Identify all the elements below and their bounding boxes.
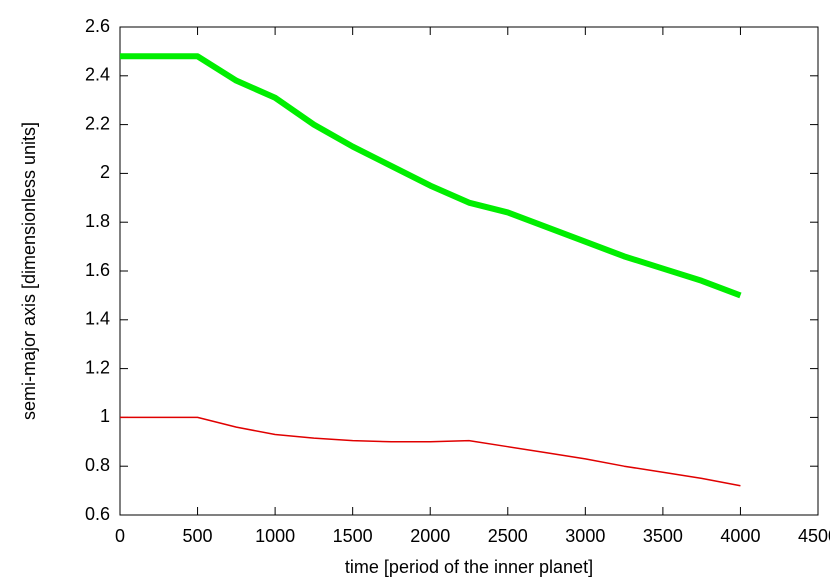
- y-tick-label: 0.8: [85, 455, 110, 475]
- x-tick-label: 500: [183, 526, 213, 546]
- x-axis-label: time [period of the inner planet]: [345, 557, 593, 577]
- y-tick-label: 2.4: [85, 65, 110, 85]
- x-tick-label: 1500: [333, 526, 373, 546]
- y-tick-label: 1: [100, 406, 110, 426]
- y-tick-label: 0.6: [85, 504, 110, 524]
- y-tick-label: 1.8: [85, 211, 110, 231]
- plot-frame: [119, 26, 819, 516]
- x-tick-label: 4000: [720, 526, 760, 546]
- y-axis-label: semi-major axis [dimensionless units]: [19, 122, 39, 420]
- x-tick-label: 3500: [643, 526, 683, 546]
- x-tick-label: 2000: [410, 526, 450, 546]
- y-tick-label: 2.2: [85, 113, 110, 133]
- y-tick-label: 2.6: [85, 16, 110, 36]
- x-tick-label: 4500: [798, 526, 830, 546]
- x-tick-label: 3000: [565, 526, 605, 546]
- series-line: [120, 53, 742, 299]
- series-line: [120, 416, 741, 487]
- x-tick-label: 0: [115, 526, 125, 546]
- y-tick-label: 2: [100, 162, 110, 182]
- x-tick-label: 1000: [255, 526, 295, 546]
- y-tick-label: 1.6: [85, 260, 110, 280]
- y-tick-label: 1.2: [85, 357, 110, 377]
- x-tick-label: 2500: [488, 526, 528, 546]
- y-tick-label: 1.4: [85, 309, 110, 329]
